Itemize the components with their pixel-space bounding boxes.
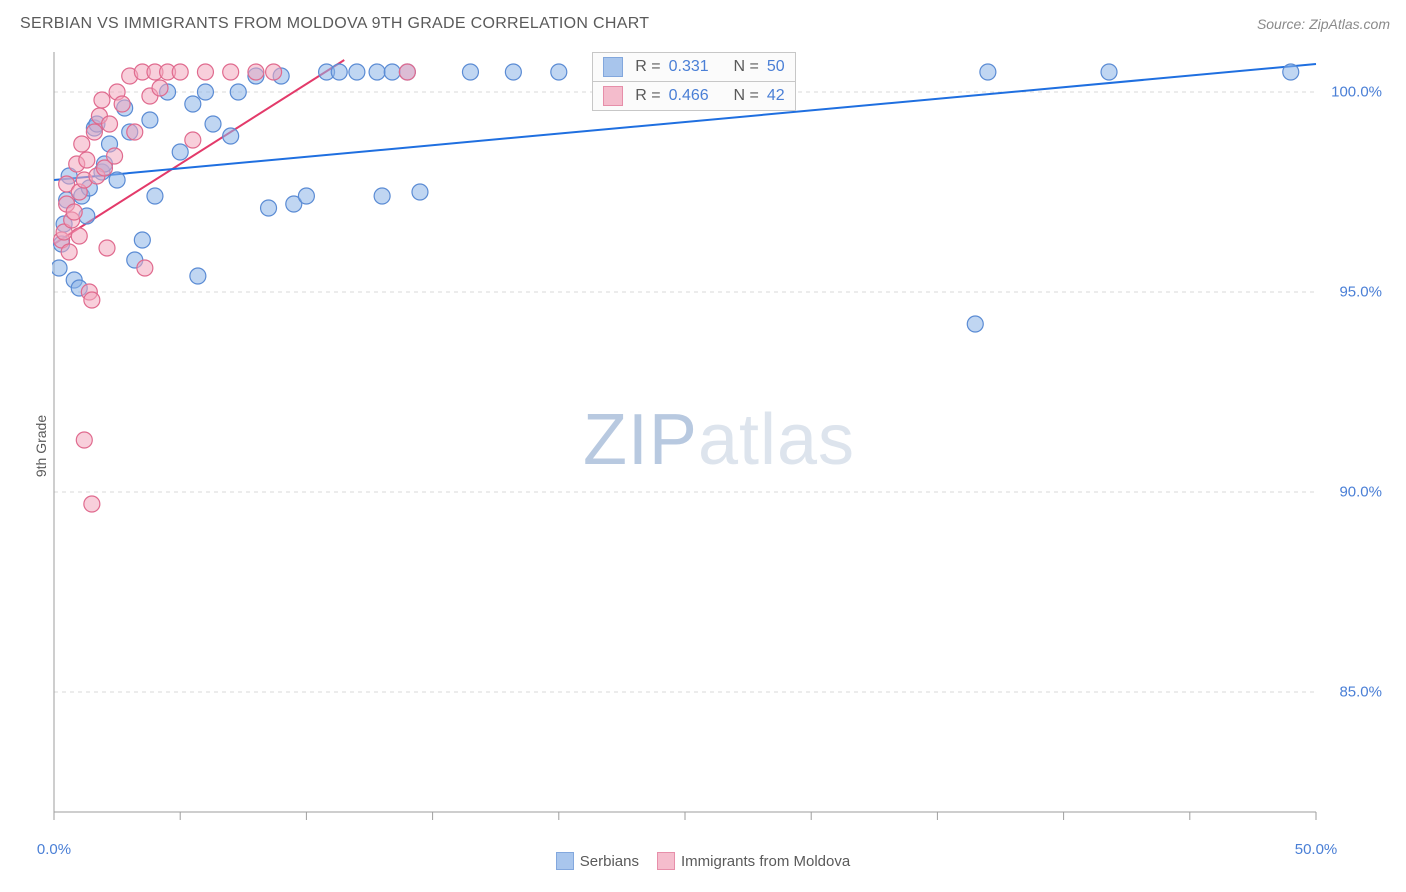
y-tick-label: 95.0% (1339, 284, 1382, 301)
legend-swatch (657, 852, 675, 870)
legend-label: Immigrants from Moldova (681, 853, 850, 870)
y-tick-label: 100.0% (1331, 84, 1382, 101)
stat-r-value: 0.331 (669, 58, 709, 76)
legend-item: Immigrants from Moldova (657, 852, 850, 870)
stats-row: R = 0.466 N = 42 (593, 81, 794, 110)
y-tick-label: 90.0% (1339, 484, 1382, 501)
legend-label: Serbians (580, 853, 639, 870)
stat-r-value: 0.466 (669, 87, 709, 105)
stat-n-label: N = (734, 87, 759, 105)
y-tick-label: 85.0% (1339, 684, 1382, 701)
legend-item: Serbians (556, 852, 639, 870)
legend-swatch (556, 852, 574, 870)
bottom-legend: Serbians Immigrants from Moldova (0, 852, 1406, 870)
legend-swatch (603, 86, 623, 106)
x-tick-label: 50.0% (1295, 841, 1338, 858)
stat-n-value: 42 (767, 87, 785, 105)
x-tick-label: 0.0% (37, 841, 71, 858)
stats-row: R = 0.331 N = 50 (593, 53, 794, 81)
stats-legend-box: R = 0.331 N = 50R = 0.466 N = 42 (592, 52, 795, 111)
stat-r-label: R = (635, 58, 660, 76)
source-label: Source: ZipAtlas.com (1257, 16, 1390, 32)
stat-n-label: N = (734, 58, 759, 76)
stat-n-value: 50 (767, 58, 785, 76)
legend-swatch (603, 57, 623, 77)
chart-plot-area: ZIPatlas R = 0.331 N = 50R = 0.466 N = 4… (52, 48, 1386, 832)
chart-title: SERBIAN VS IMMIGRANTS FROM MOLDOVA 9TH G… (20, 15, 649, 33)
chart-svg (52, 48, 1386, 832)
stat-r-label: R = (635, 87, 660, 105)
y-axis-label: 9th Grade (33, 415, 49, 477)
